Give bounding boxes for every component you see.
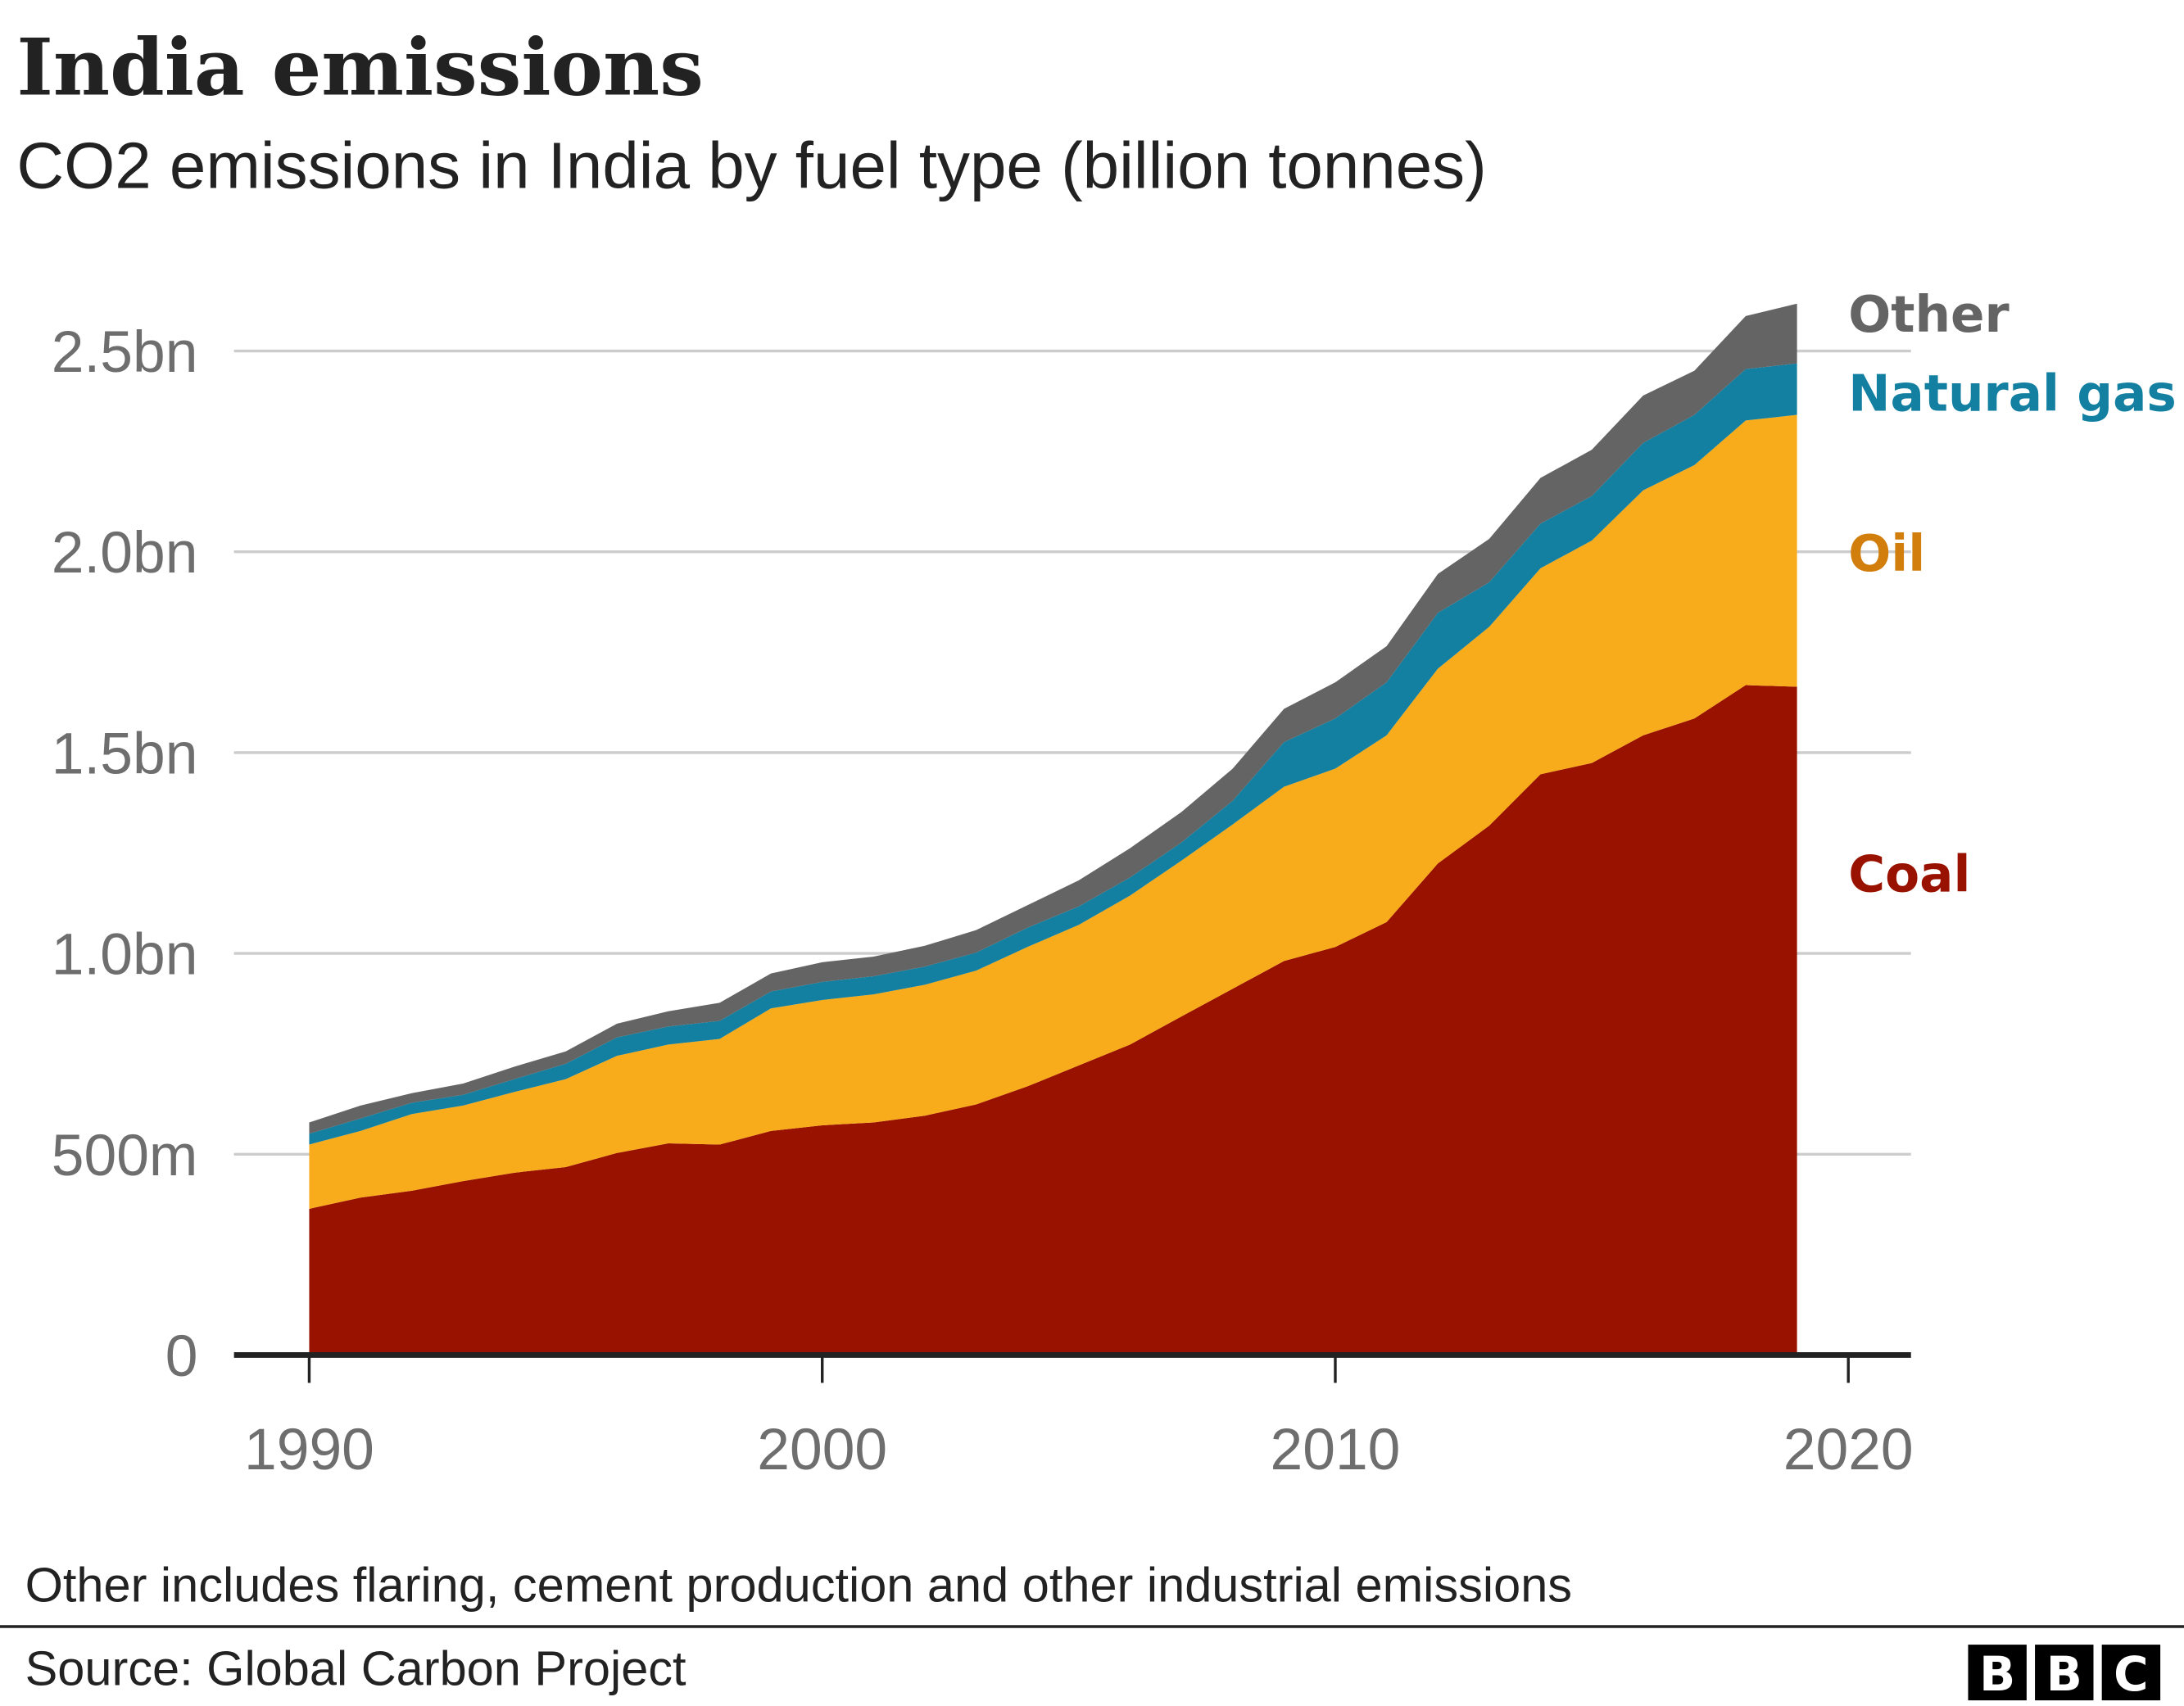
- area-coal: [309, 685, 1797, 1355]
- series-labels: Coal Oil Natural gas Other: [1848, 286, 2177, 904]
- y-tick-label: 1.0bn: [52, 922, 198, 988]
- y-tick-label: 0: [165, 1324, 198, 1389]
- chart-subtitle: CO2 emissions in India by fuel type (bil…: [16, 129, 1486, 202]
- footnote: Other includes flaring, cement productio…: [25, 1557, 1572, 1612]
- x-tick-label: 2000: [757, 1417, 887, 1482]
- chart-title: India emissions: [16, 23, 703, 114]
- series-label-natural-gas: Natural gas: [1848, 365, 2177, 423]
- x-tick-label: 1990: [244, 1417, 374, 1482]
- bbc-logo-letter: B: [2046, 1646, 2082, 1702]
- y-tick-label: 2.5bn: [52, 319, 198, 385]
- y-axis: 0 500m 1.0bn 1.5bn 2.0bn 2.5bn: [52, 319, 198, 1389]
- plot-areas: [309, 303, 1797, 1355]
- area-natural-gas: [309, 363, 1797, 1145]
- series-label-other: Other: [1848, 286, 2010, 344]
- series-label-coal: Coal: [1848, 845, 1970, 903]
- area-oil: [309, 414, 1797, 1209]
- y-tick-label: 500m: [52, 1123, 198, 1188]
- y-tick-label: 1.5bn: [52, 721, 198, 786]
- bbc-logo: B B C: [1968, 1645, 2161, 1702]
- series-label-oil: Oil: [1848, 525, 1925, 583]
- source: Source: Global Carbon Project: [25, 1640, 686, 1695]
- bbc-logo-letter: C: [2114, 1646, 2148, 1702]
- x-tick-label: 2020: [1783, 1417, 1914, 1482]
- bbc-logo-letter: B: [1979, 1646, 2015, 1702]
- x-tick-label: 2010: [1271, 1417, 1401, 1482]
- x-axis: 1990 2000 2010 2020: [233, 1352, 1914, 1482]
- y-tick-label: 2.0bn: [52, 520, 198, 586]
